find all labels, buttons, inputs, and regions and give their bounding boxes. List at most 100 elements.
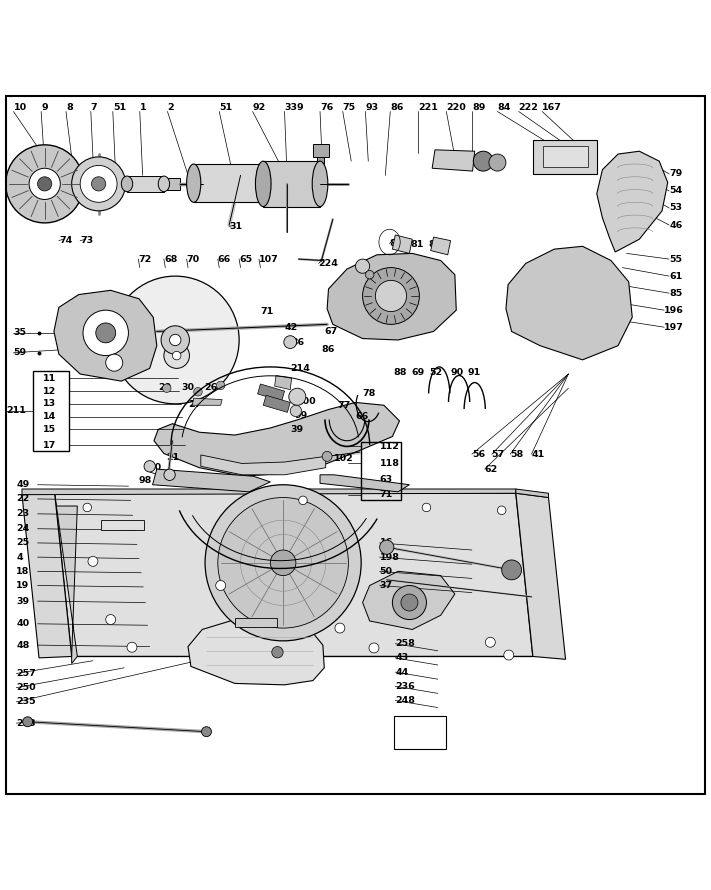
Text: 71: 71	[380, 490, 393, 499]
Circle shape	[504, 650, 514, 660]
Text: 4: 4	[16, 553, 23, 562]
Polygon shape	[201, 455, 326, 474]
Circle shape	[80, 166, 117, 202]
Text: 16: 16	[380, 538, 393, 547]
Text: 10: 10	[14, 102, 26, 112]
Text: 198: 198	[380, 553, 400, 562]
Circle shape	[23, 716, 33, 727]
Text: 15: 15	[43, 425, 56, 434]
Text: 70: 70	[186, 255, 200, 263]
Circle shape	[205, 485, 361, 641]
Text: 2: 2	[168, 102, 174, 112]
Circle shape	[163, 384, 171, 392]
Text: 77: 77	[337, 400, 351, 409]
Text: 76: 76	[320, 102, 333, 112]
Text: 222: 222	[519, 102, 539, 112]
Circle shape	[422, 503, 431, 512]
Polygon shape	[263, 395, 290, 412]
Circle shape	[83, 503, 92, 512]
Text: 248: 248	[395, 696, 415, 705]
Text: 52: 52	[429, 368, 442, 377]
Circle shape	[284, 336, 296, 349]
Circle shape	[88, 556, 98, 566]
Circle shape	[29, 168, 60, 199]
Text: 63: 63	[380, 474, 392, 483]
Text: 224: 224	[319, 259, 338, 268]
Text: 91: 91	[468, 368, 481, 377]
Text: 1: 1	[140, 102, 146, 112]
Text: 66: 66	[356, 412, 369, 421]
Text: 81: 81	[411, 240, 424, 249]
Circle shape	[83, 311, 129, 356]
Circle shape	[502, 560, 522, 579]
Text: 58: 58	[510, 449, 523, 458]
Polygon shape	[193, 164, 263, 202]
Text: 54: 54	[669, 187, 683, 196]
Circle shape	[474, 151, 493, 171]
Text: 25: 25	[16, 538, 29, 547]
Polygon shape	[317, 154, 324, 184]
Text: 22: 22	[16, 495, 30, 504]
Circle shape	[272, 646, 283, 658]
Text: 250: 250	[16, 684, 36, 692]
Text: 73: 73	[80, 236, 93, 245]
Text: 24: 24	[16, 524, 30, 533]
Text: 107: 107	[259, 255, 279, 263]
Text: 21: 21	[167, 452, 180, 462]
Polygon shape	[22, 489, 516, 495]
Text: 89: 89	[472, 102, 485, 112]
Polygon shape	[188, 619, 324, 684]
Text: 8: 8	[66, 102, 73, 112]
Circle shape	[6, 145, 84, 222]
Text: 13: 13	[43, 400, 56, 409]
Polygon shape	[516, 489, 548, 498]
Ellipse shape	[255, 161, 271, 206]
Text: 253: 253	[16, 718, 36, 728]
Polygon shape	[516, 493, 565, 659]
Text: 42: 42	[284, 323, 298, 332]
Polygon shape	[313, 144, 328, 157]
Text: 35: 35	[14, 328, 26, 337]
Circle shape	[335, 623, 345, 633]
Circle shape	[127, 643, 137, 652]
Circle shape	[322, 451, 332, 461]
Text: 28: 28	[176, 352, 190, 361]
Circle shape	[112, 276, 239, 404]
Polygon shape	[432, 150, 475, 171]
Polygon shape	[274, 376, 292, 390]
Text: 12: 12	[43, 386, 56, 395]
Polygon shape	[320, 474, 410, 492]
Polygon shape	[363, 571, 455, 629]
Text: 93: 93	[365, 102, 378, 112]
Circle shape	[161, 326, 189, 354]
Text: 67: 67	[324, 327, 338, 336]
Circle shape	[215, 580, 225, 590]
Circle shape	[170, 335, 181, 345]
Text: 49: 49	[16, 481, 30, 490]
Circle shape	[201, 727, 211, 737]
Polygon shape	[154, 402, 400, 476]
Text: 62: 62	[485, 465, 498, 473]
Circle shape	[363, 268, 419, 324]
Circle shape	[380, 540, 394, 554]
Text: 39: 39	[16, 596, 29, 605]
Circle shape	[365, 271, 374, 279]
Circle shape	[401, 594, 418, 611]
Text: 7: 7	[91, 102, 97, 112]
Text: 98: 98	[139, 476, 151, 485]
Text: 65: 65	[239, 255, 252, 263]
Text: 82: 82	[390, 239, 403, 248]
Polygon shape	[392, 235, 412, 254]
Text: 51: 51	[113, 102, 126, 112]
Text: 92: 92	[252, 102, 266, 112]
Text: 48: 48	[16, 641, 30, 650]
Polygon shape	[257, 384, 284, 401]
Text: 61: 61	[669, 271, 683, 280]
Text: 20: 20	[149, 463, 161, 473]
Text: 78: 78	[363, 390, 376, 399]
Text: 47: 47	[139, 358, 151, 367]
Text: 85: 85	[669, 288, 683, 297]
Circle shape	[486, 637, 496, 647]
Text: 14: 14	[43, 412, 56, 421]
Polygon shape	[192, 398, 222, 405]
